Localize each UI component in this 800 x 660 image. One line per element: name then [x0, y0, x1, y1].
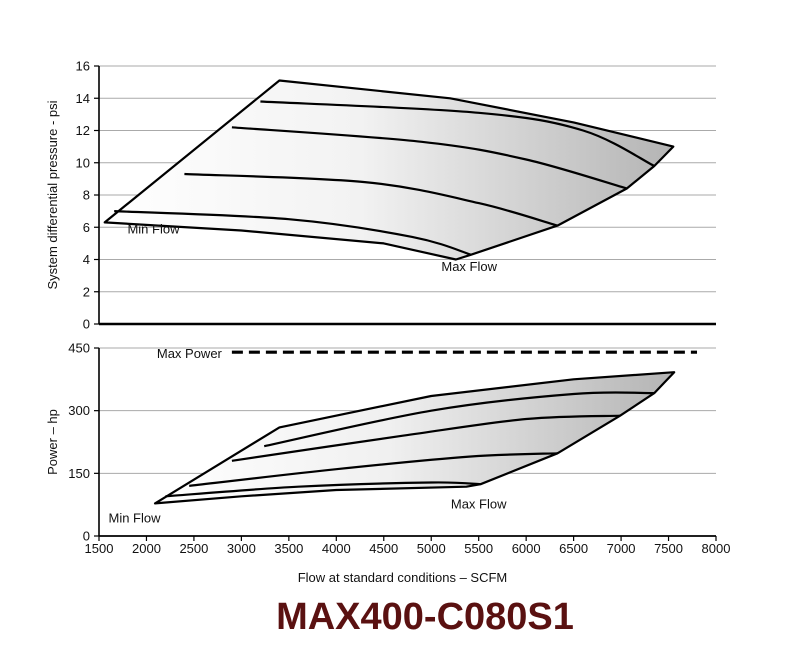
x-tick-label: 8000	[702, 541, 731, 556]
annotation-label: Min Flow	[108, 511, 161, 526]
model-title: MAX400-C080S1	[276, 596, 574, 638]
annotation-label: Max Flow	[451, 496, 507, 511]
x-tick-label: 7500	[654, 541, 683, 556]
y-axis-title: Power – hp	[45, 409, 60, 475]
axes-layer	[94, 65, 717, 541]
y-tick-label: 10	[76, 155, 90, 170]
x-tick-label: 5500	[464, 541, 493, 556]
x-tick-label: 2500	[179, 541, 208, 556]
x-axis-title: Flow at standard conditions – SCFM	[298, 570, 508, 585]
series-curve	[263, 391, 655, 448]
labels-layer: 0 2 4 6 8 10 12 14 16 Min Flow Max Flow System diff…	[45, 59, 730, 586]
series-curve	[184, 172, 558, 227]
max-power-label: Max Power	[157, 346, 223, 361]
y-tick-label: 2	[83, 284, 90, 299]
y-tick-label: 0	[83, 529, 90, 544]
series-curve	[189, 452, 558, 487]
annotation-label: Min Flow	[127, 222, 180, 237]
y-tick-label: 6	[83, 220, 90, 235]
x-tick-label: 7000	[607, 541, 636, 556]
series-curve	[231, 414, 621, 462]
y-axis-title: System differential pressure - psi	[45, 100, 60, 289]
series-curve	[114, 210, 472, 256]
series-layer	[114, 100, 698, 498]
y-tick-label: 300	[68, 403, 90, 418]
x-tick-label: 3500	[274, 541, 303, 556]
y-tick-label: 14	[76, 91, 90, 106]
y-tick-label: 4	[83, 252, 90, 267]
y-tick-label: 150	[68, 466, 90, 481]
x-tick-label: 2000	[132, 541, 161, 556]
x-tick-label: 4500	[369, 541, 398, 556]
x-tick-label: 3000	[227, 541, 256, 556]
envelope-layer	[103, 79, 676, 505]
series-curve	[231, 126, 628, 190]
y-tick-label: 12	[76, 123, 90, 138]
y-tick-label: 0	[83, 317, 90, 332]
x-tick-label: 5000	[417, 541, 446, 556]
y-tick-label: 8	[83, 188, 90, 203]
y-tick-label: 450	[68, 341, 90, 356]
y-tick-label: 16	[76, 59, 90, 74]
series-curve	[165, 481, 481, 498]
x-tick-label: 4000	[322, 541, 351, 556]
annotation-label: Max Flow	[441, 259, 497, 274]
x-tick-label: 6000	[512, 541, 541, 556]
series-curve	[260, 100, 655, 167]
x-tick-label: 1500	[85, 541, 114, 556]
x-tick-label: 6500	[559, 541, 588, 556]
